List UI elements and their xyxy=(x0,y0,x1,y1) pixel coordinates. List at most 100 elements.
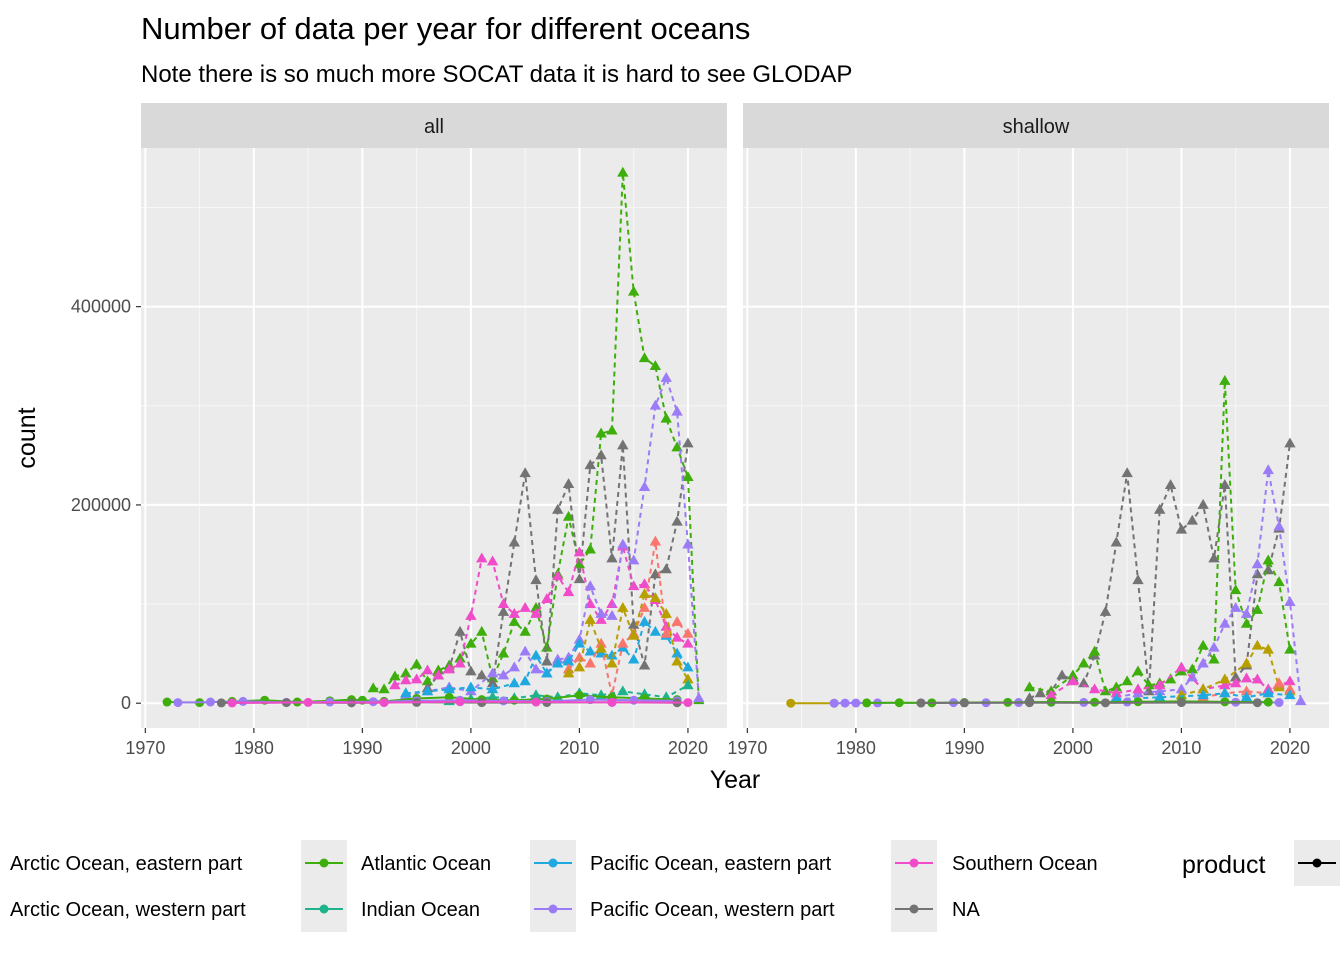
data-point-na xyxy=(1252,698,1262,708)
data-point-na xyxy=(1229,671,1242,682)
data-point-pacific-ocean-western-part xyxy=(617,538,629,549)
facet-strip-all xyxy=(141,103,727,148)
data-point-atlantic-ocean xyxy=(627,285,640,296)
data-point-pacific-ocean-western-part xyxy=(606,609,618,620)
data-point-na xyxy=(519,467,531,478)
data-point-arctic-ocean-western-part xyxy=(1251,639,1264,650)
data-point-atlantic-ocean xyxy=(1110,681,1123,692)
x-tick-label: 1970 xyxy=(125,738,165,758)
data-point-atlantic-ocean xyxy=(573,558,586,569)
data-point-southern-ocean xyxy=(638,578,651,589)
data-point-pacific-ocean-western-part xyxy=(829,698,839,708)
data-point-pacific-ocean-western-part xyxy=(638,481,651,491)
legend-key-point-na xyxy=(909,904,919,914)
x-tick-label: 2020 xyxy=(668,738,708,758)
data-point-arctic-ocean-western-part xyxy=(562,667,575,678)
data-point-southern-ocean xyxy=(1045,689,1057,700)
data-point-arctic-ocean-western-part xyxy=(649,592,662,603)
data-point-atlantic-ocean xyxy=(378,683,390,694)
axes: 1970 1980 1990 2000 2010 2020 1970 1980 1990 2000… xyxy=(71,297,1310,758)
x-tick-label: 2000 xyxy=(1053,738,1093,758)
chart-subtitle: Note there is so much more SOCAT data it… xyxy=(141,61,852,88)
data-point-atlantic-ocean xyxy=(1023,681,1036,692)
panel-all xyxy=(141,148,727,728)
y-tick-label: 200000 xyxy=(71,495,131,515)
data-point-southern-ocean xyxy=(1175,661,1188,672)
data-point-atlantic-ocean xyxy=(1273,576,1285,587)
data-point-pacific-ocean-western-part xyxy=(1219,617,1231,628)
data-point-atlantic-ocean xyxy=(1078,657,1090,668)
data-point-na xyxy=(1197,498,1209,509)
x-axis-title: Year xyxy=(710,766,761,794)
data-point-na xyxy=(497,606,510,616)
legend-product-title: product xyxy=(1182,851,1265,879)
data-point-southern-ocean xyxy=(508,607,521,618)
data-point-southern-ocean xyxy=(595,613,607,624)
data-point-na xyxy=(1078,677,1090,688)
data-point-atlantic-ocean xyxy=(476,625,488,636)
data-point-pacific-ocean-eastern-part xyxy=(682,661,694,672)
data-point-indian-ocean xyxy=(486,691,499,702)
data-point-atlantic-ocean xyxy=(660,412,672,423)
data-point-southern-ocean xyxy=(303,697,313,707)
legend-product-key-point xyxy=(1312,858,1322,868)
legend-label-southern-ocean: Southern Ocean xyxy=(952,853,1098,875)
data-point-na xyxy=(638,659,651,670)
data-point-na xyxy=(1132,574,1144,585)
data-point-pacific-ocean-western-part xyxy=(1295,695,1307,706)
data-point-arctic-ocean-western-part xyxy=(660,607,672,618)
data-point-pacific-ocean-western-part xyxy=(1240,607,1253,618)
data-point-pacific-ocean-eastern-part xyxy=(606,649,618,660)
data-point-atlantic-ocean xyxy=(541,641,553,652)
data-point-atlantic-ocean xyxy=(562,510,575,521)
data-point-atlantic-ocean xyxy=(1132,665,1144,676)
data-point-pacific-ocean-western-part xyxy=(173,698,183,708)
data-point-southern-ocean xyxy=(531,697,541,707)
data-point-na xyxy=(1110,536,1123,547)
data-point-pacific-ocean-western-part xyxy=(1251,558,1264,569)
data-point-southern-ocean xyxy=(1110,687,1123,698)
data-point-na xyxy=(1208,552,1220,563)
data-point-atlantic-ocean xyxy=(649,360,662,371)
data-point-atlantic-ocean xyxy=(574,690,584,700)
facet-strip-shallow xyxy=(743,103,1329,148)
data-point-southern-ocean xyxy=(421,664,434,675)
data-point-atlantic-ocean xyxy=(1133,697,1143,707)
data-point-atlantic-ocean xyxy=(432,664,445,675)
data-point-atlantic-ocean xyxy=(894,698,904,708)
data-point-pacific-ocean-western-part xyxy=(660,372,672,382)
data-point-na xyxy=(216,698,226,708)
data-point-pacific-ocean-western-part xyxy=(519,645,531,656)
data-point-atlantic-ocean xyxy=(682,471,694,482)
legend-key-point-pacific-ocean-eastern-part xyxy=(548,858,558,868)
legend: Arctic Ocean, eastern part Arctic Ocean, … xyxy=(10,840,1340,932)
data-point-southern-ocean xyxy=(1067,675,1079,686)
data-point-southern-ocean xyxy=(530,607,542,618)
data-point-na xyxy=(1175,523,1188,534)
data-point-indian-ocean xyxy=(682,679,694,690)
data-point-pacific-ocean-western-part xyxy=(649,399,662,410)
data-point-pacific-ocean-western-part xyxy=(1208,641,1220,652)
x-tick-label: 1980 xyxy=(836,738,876,758)
data-point-arctic-ocean-western-part xyxy=(606,657,618,668)
data-point-pacific-ocean-eastern-part xyxy=(1197,689,1209,700)
data-point-na xyxy=(1056,669,1068,680)
data-point-pacific-ocean-eastern-part xyxy=(1240,691,1253,702)
data-point-na xyxy=(1251,568,1264,579)
data-point-southern-ocean xyxy=(389,679,401,690)
facet-label-shallow: shallow xyxy=(1003,116,1070,138)
data-point-arctic-ocean-eastern-part xyxy=(584,657,596,668)
data-point-southern-ocean xyxy=(607,697,617,707)
data-point-pacific-ocean-eastern-part xyxy=(1284,689,1296,700)
data-point-atlantic-ocean xyxy=(1284,643,1296,654)
data-point-atlantic-ocean xyxy=(617,166,629,177)
data-point-pacific-ocean-eastern-part xyxy=(562,655,575,666)
data-point-arctic-ocean-western-part xyxy=(1197,683,1209,694)
data-point-atlantic-ocean xyxy=(1229,584,1242,595)
data-point-southern-ocean xyxy=(465,609,477,620)
data-point-atlantic-ocean xyxy=(1121,675,1133,686)
data-point-pacific-ocean-western-part xyxy=(1274,698,1284,708)
data-point-pacific-ocean-western-part xyxy=(627,554,640,565)
data-point-pacific-ocean-western-part xyxy=(238,696,248,706)
data-point-atlantic-ocean xyxy=(497,647,510,658)
